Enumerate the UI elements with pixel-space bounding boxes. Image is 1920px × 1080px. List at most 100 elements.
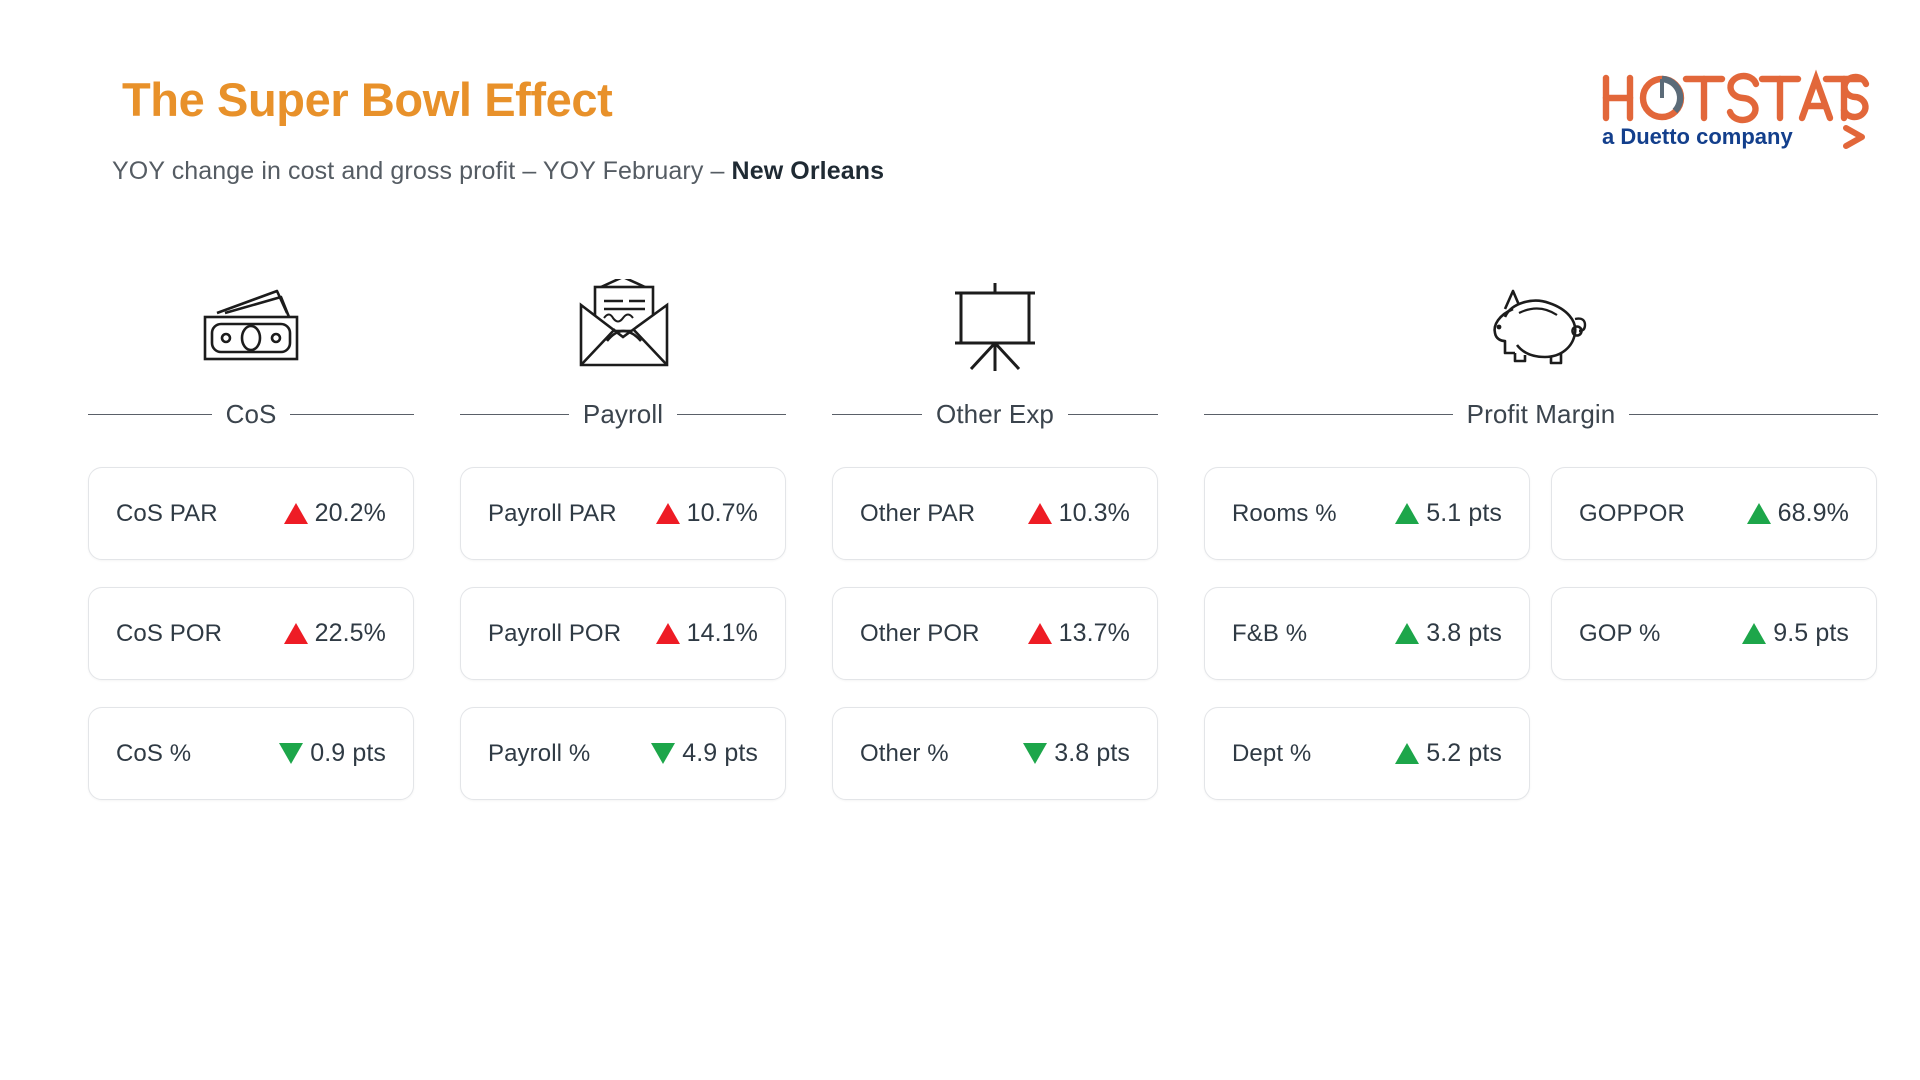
logo-wordmark-hotstats	[1602, 69, 1870, 124]
trend-up-icon	[1395, 623, 1420, 644]
metric-value: 14.1%	[655, 619, 758, 648]
metric-value: 13.7%	[1027, 619, 1130, 648]
metric-number: 3.8 pts	[1054, 739, 1130, 767]
metric-card[interactable]: CoS PAR 20.2%	[88, 467, 414, 560]
metric-number: 20.2%	[314, 499, 386, 527]
metric-card[interactable]: Dept % 5.2 pts	[1204, 707, 1530, 800]
metric-card[interactable]: Other POR 13.7%	[832, 587, 1158, 680]
metric-label: Other PAR	[860, 499, 976, 527]
hotstats-logo: a Duetto company	[1600, 68, 1872, 150]
metric-number: 4.9 pts	[682, 739, 758, 767]
metric-group-profit-margin: Profit Margin Rooms % 5.1 pts GOPPOR	[1204, 270, 1878, 800]
trend-up-icon	[283, 623, 308, 644]
metric-label: Payroll POR	[488, 619, 622, 647]
metric-card[interactable]: F&B % 3.8 pts	[1204, 587, 1530, 680]
metric-value: 10.7%	[655, 499, 758, 528]
metric-number: 3.8 pts	[1426, 619, 1502, 647]
metric-number: 10.7%	[686, 499, 758, 527]
subtitle-prefix: YOY change in cost and gross profit – YO…	[112, 157, 732, 185]
piggy-bank-icon	[1204, 270, 1878, 375]
metric-card[interactable]: Payroll % 4.9 pts	[460, 707, 786, 800]
card-row: Payroll PAR 10.7%	[460, 467, 786, 560]
trend-down-icon	[651, 743, 676, 764]
card-row: Dept % 5.2 pts	[1204, 707, 1878, 800]
metric-group-cos: CoS CoS PAR 20.2% CoS POR	[88, 270, 415, 800]
metric-number: 22.5%	[314, 619, 386, 647]
metric-value: 5.1 pts	[1395, 499, 1502, 528]
metric-label: Payroll %	[488, 739, 591, 767]
metric-number: 0.9 pts	[310, 739, 386, 767]
card-row: Payroll POR 14.1%	[460, 587, 786, 680]
trend-up-icon	[1746, 503, 1771, 524]
metric-value: 10.3%	[1027, 499, 1130, 528]
rule-right	[677, 413, 786, 415]
banknote-icon	[88, 270, 414, 375]
card-row: Other PAR 10.3%	[832, 467, 1158, 560]
metric-value: 20.2%	[283, 499, 386, 528]
projector-screen-icon	[832, 270, 1158, 375]
group-header-cos: CoS	[88, 399, 415, 429]
metric-value: 9.5 pts	[1742, 619, 1849, 648]
metric-label: Payroll PAR	[488, 499, 617, 527]
group-header-profit-margin: Profit Margin	[1204, 399, 1878, 429]
card-row: Payroll % 4.9 pts	[460, 707, 786, 800]
trend-up-icon	[655, 623, 680, 644]
metric-label: GOPPOR	[1579, 499, 1685, 527]
metric-number: 10.3%	[1058, 499, 1130, 527]
trend-down-icon	[1023, 743, 1048, 764]
metric-value: 5.2 pts	[1395, 739, 1502, 768]
rule-left	[1204, 413, 1453, 415]
cards-payroll: Payroll PAR 10.7% Payroll POR 14.1%	[460, 467, 786, 800]
group-header-payroll: Payroll	[460, 399, 786, 429]
metric-value: 22.5%	[283, 619, 386, 648]
metric-label: CoS PAR	[116, 499, 218, 527]
slide-header: The Super Bowl Effect YOY change in cost…	[0, 0, 1920, 210]
metric-number: 5.1 pts	[1426, 499, 1502, 527]
metric-group-payroll: Payroll Payroll PAR 10.7% Payroll PO	[460, 270, 786, 800]
rule-right	[1629, 413, 1878, 415]
metric-card[interactable]: Rooms % 5.1 pts	[1204, 467, 1530, 560]
metric-value: 68.9%	[1746, 499, 1849, 528]
logo-arc	[1661, 75, 1684, 114]
group-label: Payroll	[582, 398, 664, 429]
metric-number: 5.2 pts	[1426, 739, 1502, 767]
metric-card[interactable]: Payroll POR 14.1%	[460, 587, 786, 680]
metric-number: 14.1%	[686, 619, 758, 647]
group-header-other-exp: Other Exp	[832, 398, 1159, 429]
card-row: F&B % 3.8 pts GOP % 9.5 pts	[1204, 587, 1878, 680]
trend-up-icon	[1395, 503, 1420, 524]
cards-cos: CoS PAR 20.2% CoS POR 22.5%	[88, 467, 414, 800]
metric-card[interactable]: GOPPOR 68.9%	[1551, 467, 1877, 560]
card-row: Other % 3.8 pts	[832, 707, 1158, 800]
trend-up-icon	[283, 503, 308, 524]
metric-card[interactable]: Other PAR 10.3%	[832, 467, 1158, 560]
metric-number: 13.7%	[1058, 619, 1130, 647]
metric-card[interactable]: CoS % 0.9 pts	[88, 707, 414, 800]
metric-label: CoS %	[116, 739, 192, 767]
card-row: Other POR 13.7%	[832, 587, 1158, 680]
card-row: Rooms % 5.1 pts GOPPOR 68.9%	[1204, 467, 1878, 560]
metric-label: CoS POR	[116, 619, 223, 647]
logo-tagline: a Duetto company	[1602, 124, 1793, 149]
metric-label: Dept %	[1232, 739, 1312, 767]
metric-card-placeholder	[1551, 707, 1877, 800]
metric-label: Other POR	[860, 619, 980, 647]
card-row: CoS POR 22.5%	[88, 587, 414, 680]
metric-value: 3.8 pts	[1023, 739, 1130, 768]
trend-up-icon	[655, 503, 680, 524]
metric-card[interactable]: Other % 3.8 pts	[832, 707, 1158, 800]
group-label: Other Exp	[936, 398, 1054, 429]
rule-left	[460, 413, 569, 415]
cards-profit-margin: Rooms % 5.1 pts GOPPOR 68.9%	[1204, 467, 1878, 800]
trend-up-icon	[1027, 623, 1052, 644]
metric-card[interactable]: CoS POR 22.5%	[88, 587, 414, 680]
rule-right	[290, 413, 415, 415]
page-subtitle: YOY change in cost and gross profit – YO…	[112, 157, 884, 186]
trend-up-icon	[1395, 743, 1420, 764]
metric-card[interactable]: GOP % 9.5 pts	[1551, 587, 1877, 680]
arrow-right-icon	[1843, 125, 1865, 149]
cards-other-exp: Other PAR 10.3% Other POR 13.7%	[832, 467, 1158, 800]
metric-label: GOP %	[1579, 619, 1661, 647]
metric-card[interactable]: Payroll PAR 10.7%	[460, 467, 786, 560]
